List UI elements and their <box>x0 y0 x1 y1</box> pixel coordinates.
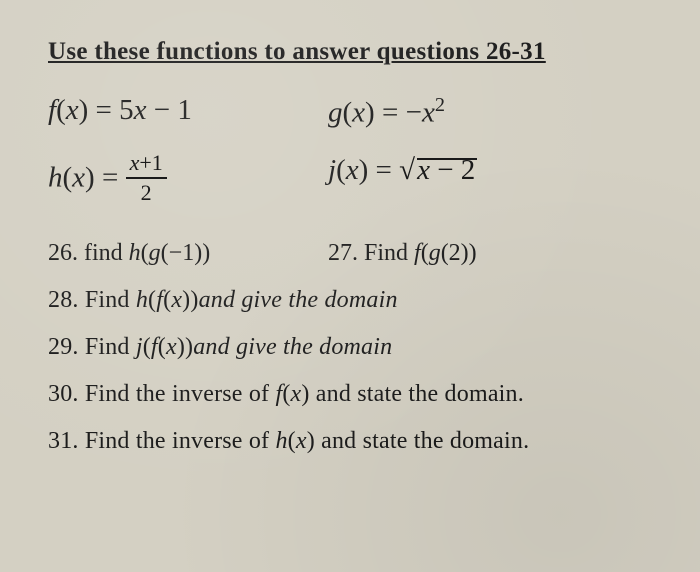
q-num: 31. <box>48 428 85 454</box>
q-var: x <box>171 287 182 313</box>
fn-label: f <box>48 94 56 126</box>
q-fn: h <box>275 428 287 454</box>
q-fn: h <box>129 240 141 266</box>
function-f: f(x) = 5x − 1 <box>48 94 328 130</box>
q-text-b: and state the domain. <box>316 381 524 407</box>
fraction-numerator: x+1 <box>126 152 167 179</box>
function-g: g(x) = −x2 <box>328 94 445 130</box>
fn-var-x: x <box>422 97 435 129</box>
fn-var: x <box>346 154 359 186</box>
paren: ( <box>343 97 353 129</box>
paren: ( <box>282 381 290 407</box>
function-row-2: h(x) = x+12 j(x) = √x − 2 <box>48 154 652 206</box>
paren: ) <box>301 381 315 407</box>
sqrt: √x − 2 <box>399 154 475 187</box>
fn-label: j <box>328 154 336 186</box>
function-row-1: f(x) = 5x − 1 g(x) = −x2 <box>48 94 652 130</box>
fn-var: x <box>352 97 365 129</box>
fn-eq: = 5 <box>96 94 134 126</box>
q-inner-fn: g <box>429 240 441 266</box>
frac-const: +1 <box>139 150 162 175</box>
q-tail: and give the domain <box>193 334 392 360</box>
q-fn: f <box>414 240 421 266</box>
q-tail: and give the domain <box>199 287 398 313</box>
q-text-b: and state the domain. <box>321 428 529 454</box>
fn-eq: = <box>376 154 400 186</box>
paren: ) <box>365 97 382 129</box>
sqrt-icon: √ <box>399 154 415 186</box>
q-fn1: j <box>136 334 143 360</box>
question-31: 31. Find the inverse of h(x) and state t… <box>48 428 652 455</box>
q-var: x <box>166 334 177 360</box>
q-fn2: f <box>151 334 158 360</box>
q-num: 29. <box>48 334 85 360</box>
sqrt-vinculum <box>417 158 477 160</box>
fn-var-x: x <box>134 94 147 126</box>
q-num: 26. <box>48 240 84 266</box>
paren: )) <box>177 334 193 360</box>
fn-eq: = <box>102 161 126 193</box>
q-num: 27. <box>328 240 364 266</box>
function-h: h(x) = x+12 <box>48 154 328 206</box>
paren: ( <box>421 240 429 266</box>
paren: ( <box>63 161 73 193</box>
fn-var: x <box>72 161 85 193</box>
paren: ) <box>79 94 96 126</box>
exponent: 2 <box>435 94 445 116</box>
fn-var: x <box>66 94 79 126</box>
q-text-a: Find the inverse of <box>85 428 276 454</box>
paren: ) <box>307 428 321 454</box>
q-var: x <box>296 428 307 454</box>
q-fn1: h <box>136 287 148 313</box>
q-var: x <box>291 381 302 407</box>
question-28: 28. Find h(f(x))and give the domain <box>48 287 652 314</box>
q-text-a: Find the inverse of <box>85 381 276 407</box>
q-inner: (2)) <box>441 240 477 266</box>
q-num: 28. <box>48 287 85 313</box>
question-row-26-27: 26. find h(g(−1)) 27. Find f(g(2)) <box>48 240 652 267</box>
question-26: 26. find h(g(−1)) <box>48 240 328 267</box>
q-num: 30. <box>48 381 85 407</box>
q-verb: Find <box>85 334 136 360</box>
function-j: j(x) = √x − 2 <box>328 154 475 206</box>
paren: ( <box>336 154 346 186</box>
paren: ( <box>143 334 151 360</box>
q-inner: (−1)) <box>161 240 211 266</box>
q-inner-fn: g <box>149 240 161 266</box>
q-verb: Find <box>85 287 136 313</box>
paren: ) <box>85 161 102 193</box>
paren: ( <box>288 428 296 454</box>
fn-label: g <box>328 97 343 129</box>
paren: ( <box>56 94 66 126</box>
fraction: x+12 <box>126 152 167 204</box>
fraction-denominator: 2 <box>126 179 167 204</box>
fn-term: − 1 <box>147 94 192 126</box>
fn-eq: = − <box>382 97 422 129</box>
paren: ) <box>359 154 376 186</box>
page-header: Use these functions to answer questions … <box>48 38 652 66</box>
q-verb: find <box>84 240 129 266</box>
question-29: 29. Find j(f(x))and give the domain <box>48 334 652 361</box>
paren: )) <box>182 287 198 313</box>
paren: ( <box>158 334 166 360</box>
fn-label: h <box>48 161 63 193</box>
frac-var: x <box>130 150 140 175</box>
paren: ( <box>141 240 149 266</box>
question-30: 30. Find the inverse of f(x) and state t… <box>48 381 652 408</box>
paren: ( <box>148 287 156 313</box>
question-27: 27. Find f(g(2)) <box>328 240 477 267</box>
q-verb: Find <box>364 240 414 266</box>
